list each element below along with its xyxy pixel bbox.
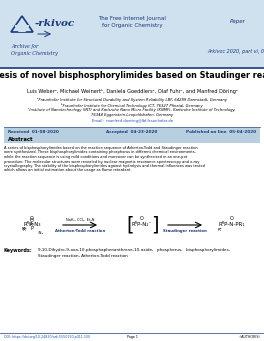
Text: ᵇFraunhofer Institute for Chemical Technology ICT, 76327 Pfinztal, Germany: ᵇFraunhofer Institute for Chemical Techn… (61, 103, 203, 107)
Text: O: O (140, 217, 144, 222)
Text: DOI: https://doi.org/10.24820/ark.5550190.p011.330: DOI: https://doi.org/10.24820/ark.555019… (4, 335, 90, 339)
Text: ©AUTHOR(S): ©AUTHOR(S) (238, 335, 260, 339)
Bar (4, 136, 260, 143)
Text: RᴿP-N-PR₁: RᴿP-N-PR₁ (219, 222, 245, 227)
Text: were synthesized. These bisphosphorylimides containing phosphorus in different c: were synthesized. These bisphosphorylimi… (4, 150, 196, 154)
Text: Keywords:: Keywords: (4, 248, 33, 253)
Text: 9,10-Dihydro-9-oxa-10-phosphaphenanthrene-10-oxide,   phosphorus,   bisphosphory: 9,10-Dihydro-9-oxa-10-phosphaphenanthren… (38, 248, 230, 257)
Text: O: O (30, 219, 34, 223)
Text: Atherton-Todd reaction: Atherton-Todd reaction (55, 229, 105, 233)
Text: Received  01-08-2020: Received 01-08-2020 (8, 130, 59, 134)
Text: -rkivoc: -rkivoc (35, 19, 75, 29)
Text: Rᴿ: Rᴿ (30, 223, 34, 227)
Text: crystallography. The stability of the bisphosphorylimides against hydrolysis and: crystallography. The stability of the bi… (4, 164, 205, 168)
Text: Email:  manfred.doering@lbf.fraunhofer.de: Email: manfred.doering@lbf.fraunhofer.de (92, 119, 172, 123)
Text: The Free Internet Journal
for Organic Chemistry: The Free Internet Journal for Organic Ch… (98, 16, 166, 28)
Text: Abstract: Abstract (8, 137, 34, 142)
Text: Rᴿ: Rᴿ (23, 228, 27, 232)
Text: Staudinger reaction: Staudinger reaction (163, 229, 207, 233)
Text: while the reaction sequence is using mild conditions and moreover can be synthes: while the reaction sequence is using mil… (4, 155, 187, 159)
Text: ]: ] (151, 216, 159, 235)
Text: -N₃: -N₃ (38, 231, 44, 235)
Text: RᴿP-N₃: RᴿP-N₃ (23, 222, 41, 227)
Text: Accepted  04-23-2020: Accepted 04-23-2020 (106, 130, 158, 134)
Text: [: [ (126, 216, 134, 235)
Text: Synthesis of novel bisphosphorylimides based on Staudinger reaction: Synthesis of novel bisphosphorylimides b… (0, 72, 264, 80)
Text: 76344 Eggenstein-Leopoldshafen, Germany: 76344 Eggenstein-Leopoldshafen, Germany (91, 113, 173, 117)
Text: Paper: Paper (230, 19, 246, 25)
Text: Arkivoc 2020, part vi, 0-0: Arkivoc 2020, part vi, 0-0 (207, 49, 264, 55)
Text: O: O (30, 217, 34, 222)
Text: A series of bisphosphorylimides based on the reaction sequence of Atherton-Todd : A series of bisphosphorylimides based on… (4, 146, 198, 150)
Text: ᶜInstitute of Nanotechnology (INT) and Karlsruhe Nano Micro Facility (KNMF), Kar: ᶜInstitute of Nanotechnology (INT) and K… (28, 108, 236, 112)
Text: P: P (31, 226, 34, 232)
Text: procedure. The molecular structures were revealed by nuclear magnetic resonance : procedure. The molecular structures were… (4, 160, 199, 163)
Text: RᴿP-N₂⁻: RᴿP-N₂⁻ (132, 222, 152, 227)
Text: Published on line  05-04-2020: Published on line 05-04-2020 (186, 130, 256, 134)
Bar (0, 0, 264, 68)
Text: ᵃFraunhofer Institute for Structural Durability and System Reliability LBF, 6428: ᵃFraunhofer Institute for Structural Dur… (37, 98, 227, 102)
Text: Archive for
Organic Chemistry: Archive for Organic Chemistry (11, 44, 58, 56)
Text: Page 1: Page 1 (126, 335, 138, 339)
Text: Rᴿ: Rᴿ (21, 227, 26, 231)
Text: Rᴿ: Rᴿ (218, 228, 222, 232)
Text: Luis Weberᵃ, Michael Weinertᵇ, Daniela Goeddlersᵃ, Olaf Fuhrᶜ, and Manfred Dörin: Luis Weberᵃ, Michael Weinertᵇ, Daniela G… (27, 89, 237, 93)
Text: NaH₂, CCl₂, Et₃N: NaH₂, CCl₂, Et₃N (66, 218, 94, 222)
Polygon shape (18, 24, 26, 32)
Bar (4, 128, 260, 136)
Text: O: O (230, 217, 234, 222)
Text: which allows an initial estimation about the usage as flame retardant.: which allows an initial estimation about… (4, 168, 131, 173)
